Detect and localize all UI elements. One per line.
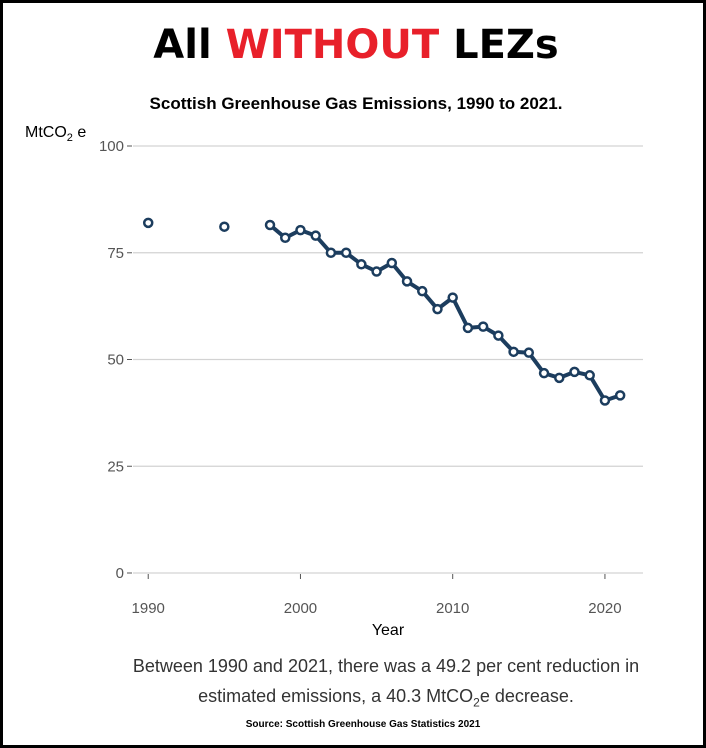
data-point-1999 [279,232,291,244]
data-point-2018 [569,366,580,378]
data-point-2015 [523,347,535,358]
y-unit-tail: e [72,124,87,141]
y-unit-main: MtCO [25,124,67,141]
data-point-2019 [584,370,595,381]
summary-line-2-post: e decrease. [479,686,574,706]
summary-line-2: estimated emissions, a 40.3 MtCO2e decre… [3,681,706,718]
data-point-2007 [401,276,413,287]
y-tick-label-75: 75 [107,245,124,262]
x-axis-title: Year [372,622,405,639]
data-point-2017 [554,372,565,384]
x-tick-label-1990: 1990 [132,600,165,617]
x-tick-label-2000: 2000 [284,600,317,617]
data-point-2020 [599,395,611,406]
chart-title: Scottish Greenhouse Gas Emissions, 1990 … [149,94,563,113]
y-tick-label-25: 25 [107,458,124,475]
headline-part-1: All [153,22,212,68]
data-point-2010 [447,292,458,303]
y-tick-label-50: 50 [107,352,124,369]
x-tick-label-2020: 2020 [588,600,621,617]
headline: All WITHOUT LEZs [3,21,706,69]
data-point-2009 [432,303,443,315]
summary-line-2-subscript: 2 [473,695,480,710]
y-unit-subscript: 2 [66,132,73,145]
data-point-1995 [219,221,230,232]
data-point-2003 [340,247,352,258]
series-line-segment-3 [268,223,623,403]
data-point-1998 [264,219,276,231]
data-point-2014 [508,346,519,358]
data-point-2006 [386,257,398,269]
data-point-2011 [462,322,474,334]
data-point-2004 [356,259,367,270]
data-point-2016 [538,367,550,379]
data-point-2005 [371,266,382,277]
data-point-1990 [142,217,154,229]
data-point-2021 [614,390,626,401]
summary-line-2-pre: estimated emissions, a 40.3 MtCO [198,686,474,706]
source-credit: Source: Scottish Greenhouse Gas Statisti… [245,719,481,730]
headline-part-3: LEZs [453,22,559,68]
emissions-line-chart: 0 25 50 75 100 1990 2000 2010 2020 Year [99,138,643,639]
data-point-2002 [325,247,337,258]
data-point-2013 [493,330,504,341]
y-tick-label-0: 0 [116,565,124,582]
data-point-2000 [295,224,306,236]
x-tick-label-2010: 2010 [436,600,469,617]
data-point-2012 [477,321,489,332]
summary-line-1: Between 1990 and 2021, there was a 49.2 … [132,656,640,676]
data-point-2008 [417,285,428,297]
y-axis-unit-label: MtCO2 e [25,124,86,144]
y-tick-label-100: 100 [99,138,124,155]
data-point-2001 [310,230,321,241]
headline-accent-word: WITHOUT [225,22,440,68]
summary-note: Between 1990 and 2021, there was a 49.2 … [3,651,706,718]
